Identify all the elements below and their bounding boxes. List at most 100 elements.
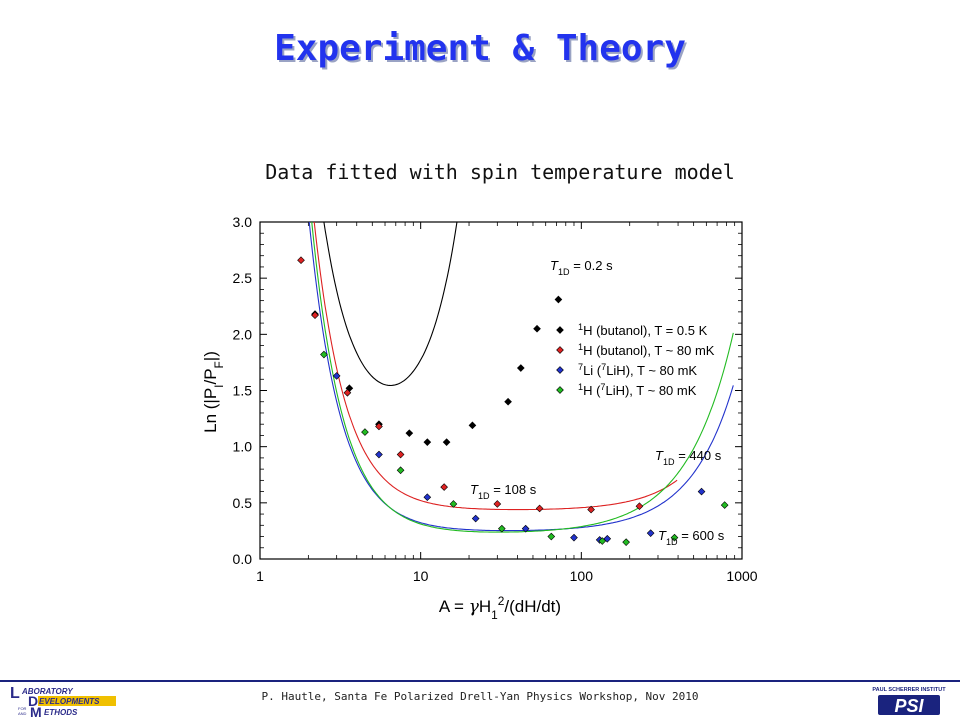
text-part: γ bbox=[469, 597, 480, 617]
data-point bbox=[343, 388, 352, 397]
text-part: = 0.2 s bbox=[570, 258, 613, 273]
text-part: Li ( bbox=[583, 363, 602, 378]
data-point bbox=[603, 534, 612, 543]
y-tick-label: 3.0 bbox=[233, 214, 253, 230]
legend-marker bbox=[556, 386, 564, 394]
y-tick-label: 0.5 bbox=[233, 495, 253, 511]
chart: 0.00.51.01.52.02.53.01 10 100 1000 T1D = 0.… bbox=[201, 214, 758, 622]
legend-marker bbox=[556, 346, 564, 354]
data-points bbox=[297, 256, 729, 546]
text-part: H (butanol), T ~ 80 mK bbox=[583, 343, 715, 358]
data-point bbox=[440, 483, 448, 491]
legend-label: 1H (7LiH), T ~ 80 mK bbox=[578, 382, 697, 398]
psi-logo-mark: PSI bbox=[894, 696, 924, 716]
data-point bbox=[375, 422, 383, 431]
ldm-logo-initial-m: M bbox=[30, 704, 42, 718]
data-point bbox=[361, 428, 369, 436]
text-part: T bbox=[658, 528, 667, 543]
text-part: T bbox=[655, 448, 664, 463]
data-point bbox=[720, 501, 729, 509]
data-point bbox=[468, 421, 477, 430]
data-point bbox=[697, 487, 706, 496]
data-point bbox=[516, 364, 525, 372]
y-tick-label: 0.0 bbox=[233, 551, 253, 567]
text-part: H ( bbox=[583, 383, 601, 398]
text-part: 2 bbox=[498, 594, 505, 608]
data-point bbox=[396, 450, 405, 459]
x-tick-label: 1000 bbox=[726, 568, 757, 584]
legend: 1H (butanol), T = 0.5 K1H (butanol), T ~… bbox=[556, 322, 715, 398]
data-point bbox=[493, 500, 502, 508]
ldm-logo-and: AND bbox=[18, 711, 27, 716]
fit-curve bbox=[308, 222, 734, 532]
text-part: 1D bbox=[666, 537, 678, 547]
text-part: Ln (|P bbox=[201, 388, 220, 433]
footer-citation: P. Hautle, Santa Fe Polarized Drell-Yan … bbox=[261, 690, 699, 703]
text-part: 1D bbox=[478, 491, 490, 501]
y-tick-label: 1.0 bbox=[233, 439, 253, 455]
legend-marker bbox=[556, 366, 564, 374]
legend-marker bbox=[556, 326, 564, 334]
data-point bbox=[635, 502, 644, 511]
data-point bbox=[375, 450, 383, 459]
text-part: LiH), T ~ 80 mK bbox=[606, 363, 697, 378]
data-point bbox=[320, 350, 328, 359]
axis-ticks: 0.0 0.5 1.0 1.5 2.0 2.5 3.0 1 10 100 1000 bbox=[233, 214, 758, 584]
fit-curve bbox=[313, 222, 678, 511]
y-tick-label: 2.5 bbox=[233, 270, 253, 286]
data-point bbox=[332, 372, 341, 380]
data-point bbox=[449, 500, 458, 508]
data-point bbox=[405, 429, 414, 438]
text-part: T bbox=[470, 482, 479, 497]
data-point bbox=[311, 311, 319, 320]
data-point bbox=[423, 438, 432, 446]
text-part: /(dH/dt) bbox=[504, 597, 561, 616]
text-part: T bbox=[550, 258, 559, 273]
text-part: H (butanol), T = 0.5 K bbox=[583, 323, 708, 338]
data-point bbox=[471, 514, 480, 523]
ldm-logo-initial-d: D bbox=[28, 693, 38, 709]
data-point bbox=[535, 504, 544, 513]
ldm-logo: L ABORATORY D EVELOPMENTS FOR AND M ETHO… bbox=[8, 684, 120, 718]
data-point bbox=[622, 538, 630, 546]
data-point bbox=[570, 533, 578, 542]
text-part: I bbox=[212, 385, 226, 388]
ldm-logo-line-1: ABORATORY bbox=[21, 687, 73, 696]
text-part: H bbox=[479, 597, 491, 616]
psi-logo-caption: PAUL SCHERRER INSTITUT bbox=[872, 687, 946, 693]
chart-subtitle: Data fitted with spin temperature model bbox=[265, 160, 735, 184]
x-tick-label: 1 bbox=[256, 568, 264, 584]
data-point bbox=[521, 524, 530, 533]
text-part: A = bbox=[439, 597, 469, 616]
ldm-logo-line-2: EVELOPMENTS bbox=[39, 697, 100, 706]
fit-curve bbox=[311, 222, 734, 533]
fit-label: T1D = 440 s bbox=[655, 448, 722, 467]
data-point bbox=[646, 529, 655, 537]
fit-curve bbox=[323, 222, 458, 387]
data-point bbox=[442, 438, 451, 446]
y-axis-label: Ln (|PI/PF|) bbox=[201, 351, 226, 433]
text-part: 7 bbox=[601, 362, 606, 372]
data-point bbox=[297, 256, 305, 265]
data-point bbox=[587, 505, 595, 514]
text-part: 1 bbox=[491, 608, 498, 622]
text-part: 1 bbox=[578, 342, 583, 352]
slide-title: Experiment & Theory bbox=[274, 28, 686, 69]
text-part: |) bbox=[201, 351, 220, 361]
x-tick-label: 10 bbox=[413, 568, 429, 584]
psi-logo: PAUL SCHERRER INSTITUT PSI bbox=[872, 687, 946, 716]
text-part: LiH), T ~ 80 mK bbox=[605, 383, 696, 398]
fit-label: T1D = 108 s bbox=[470, 482, 537, 501]
ldm-logo-line-3: ETHODS bbox=[44, 708, 78, 717]
y-tick-label: 1.5 bbox=[233, 383, 253, 399]
text-part: = 600 s bbox=[678, 528, 725, 543]
data-point bbox=[396, 466, 405, 475]
y-tick-label: 2.0 bbox=[233, 326, 253, 342]
text-part: 1D bbox=[663, 457, 675, 467]
data-point bbox=[504, 397, 512, 406]
x-axis-label: A = γH12/(dH/dt) bbox=[439, 594, 561, 622]
text-part: 7 bbox=[600, 382, 605, 392]
data-point bbox=[533, 324, 541, 333]
text-part: 1 bbox=[578, 322, 583, 332]
x-tick-label: 100 bbox=[570, 568, 594, 584]
